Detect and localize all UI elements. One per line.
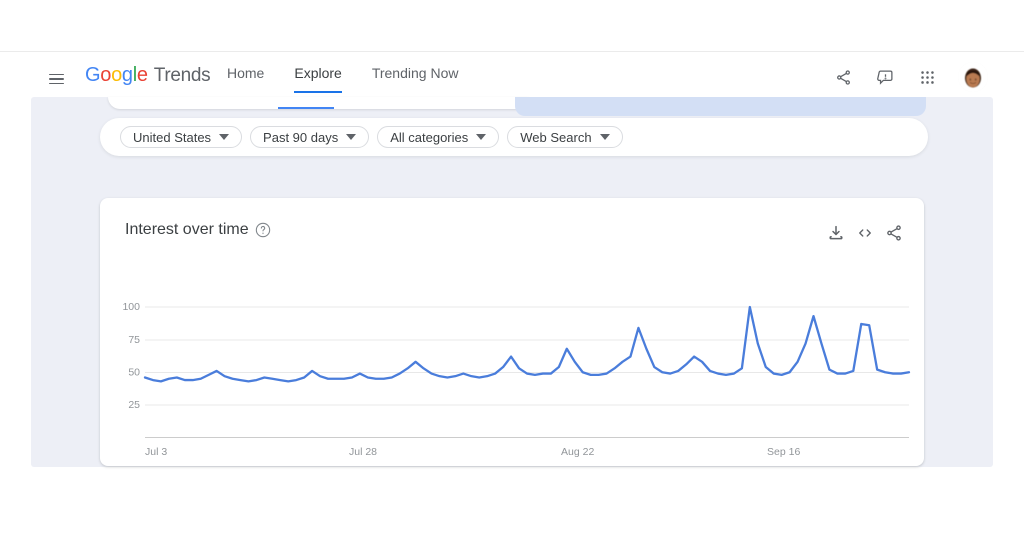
- svg-text:25: 25: [128, 399, 140, 411]
- svg-text:Jul 3: Jul 3: [145, 446, 167, 458]
- svg-text:Aug 22: Aug 22: [561, 446, 594, 458]
- svg-text:100: 100: [122, 301, 140, 313]
- svg-text:50: 50: [128, 367, 140, 379]
- svg-text:75: 75: [128, 334, 140, 346]
- svg-text:Jul 28: Jul 28: [349, 446, 377, 458]
- svg-text:Sep 16: Sep 16: [767, 446, 800, 458]
